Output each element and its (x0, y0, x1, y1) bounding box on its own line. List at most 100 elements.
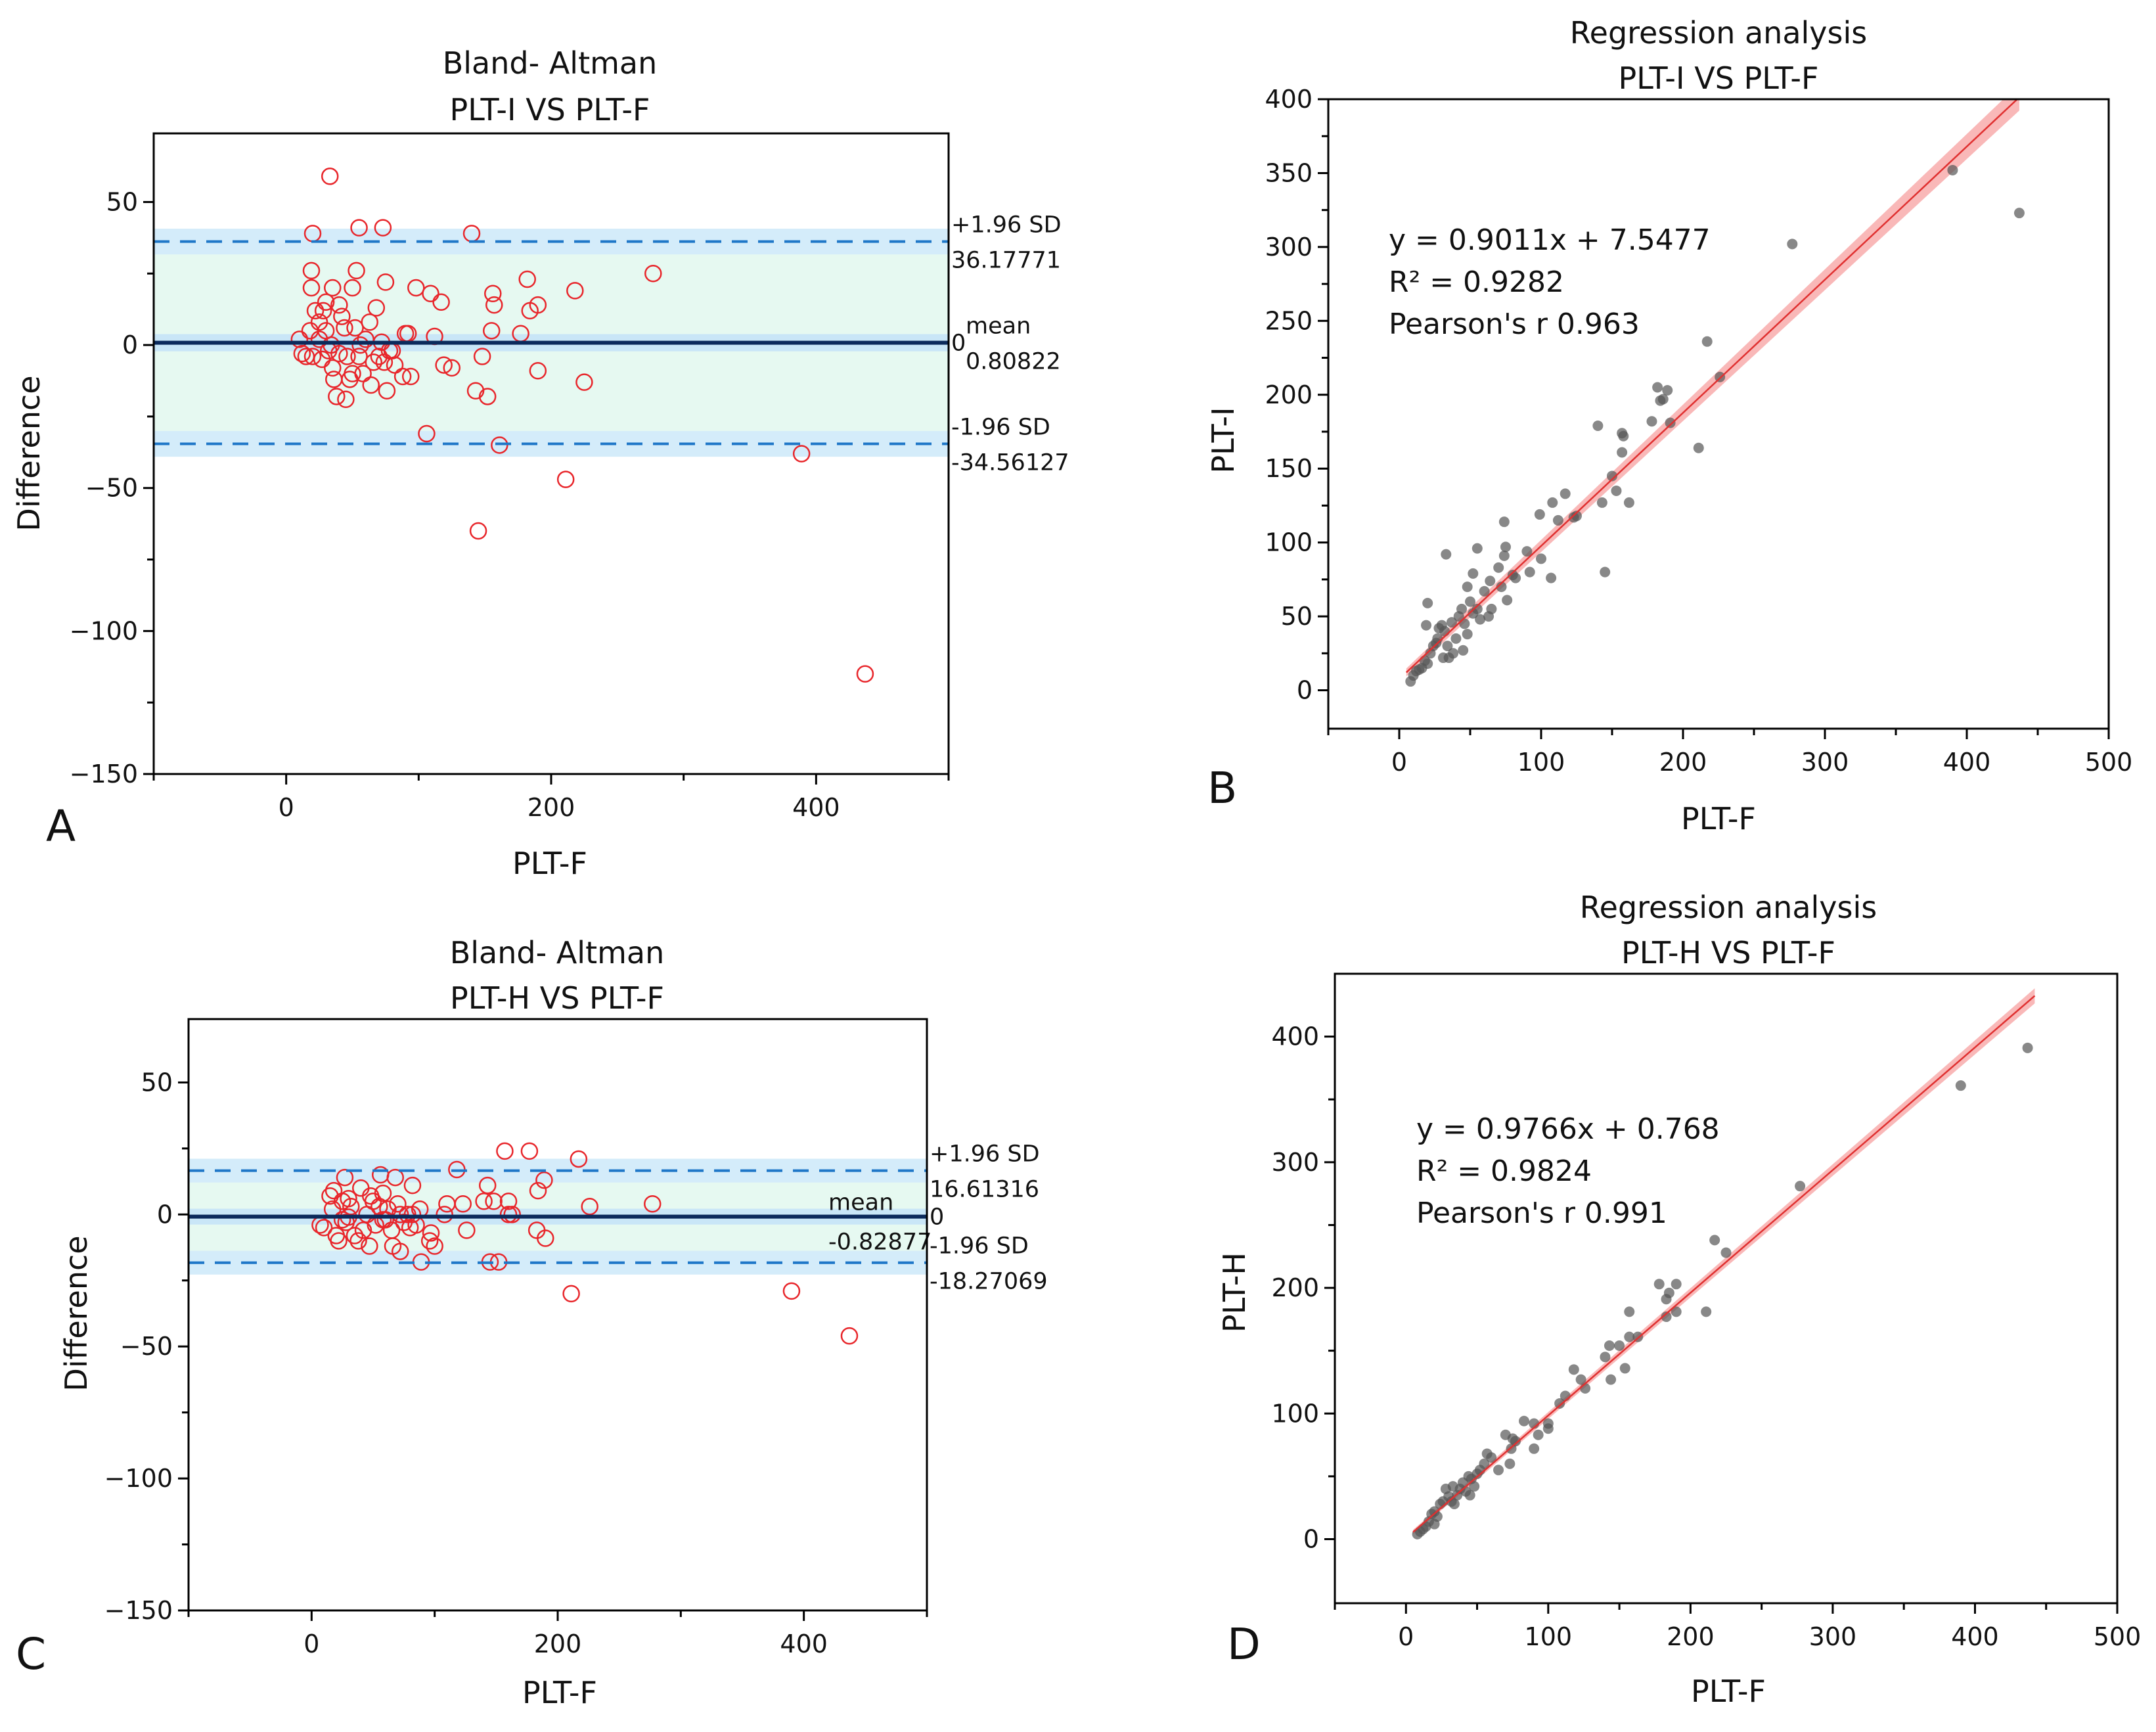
chart-panel-a: Bland- Altman PLT-I VS PLT-F PLT-F Differen… (11, 45, 1069, 881)
data-point (1429, 1518, 1440, 1530)
data-point (1568, 1364, 1579, 1375)
data-point (1422, 658, 1433, 670)
y-tick-label: 100 (1265, 528, 1313, 557)
data-point (403, 1176, 422, 1195)
fit-annotation: y = 0.9011x + 7.5477 (1389, 223, 1711, 257)
data-point (643, 1195, 662, 1213)
data-point (302, 262, 321, 280)
data-point (1469, 1481, 1480, 1492)
data-point (1464, 1490, 1475, 1501)
data-point (458, 1221, 476, 1239)
data-point (1521, 546, 1533, 557)
data-point (1693, 442, 1704, 453)
y-tick-label: 50 (1281, 602, 1313, 631)
data-point (1552, 514, 1563, 526)
confidence-band (1406, 99, 2019, 677)
data-point (1462, 581, 1473, 593)
data-point (361, 1237, 378, 1255)
lower-sd-label: -1.96 SD (930, 1233, 1029, 1260)
chart-title: Bland- Altman (443, 45, 658, 81)
y-tick-label: 50 (141, 1068, 173, 1097)
data-point (1496, 581, 1507, 593)
data-point (418, 424, 436, 443)
y-tick-label: 0 (122, 330, 138, 359)
data-point (1671, 1306, 1682, 1317)
data-point (473, 348, 491, 365)
data-point (1665, 417, 1676, 428)
data-point (321, 168, 339, 185)
data-point (432, 293, 450, 311)
data-point (503, 1206, 521, 1223)
fit-annotation: R² = 0.9824 (1416, 1154, 1592, 1188)
data-point (348, 262, 365, 280)
x-tick-label: 400 (792, 793, 840, 822)
x-tick-label: 0 (279, 793, 294, 822)
plot-frame (1334, 972, 2119, 1605)
data-point (313, 350, 331, 369)
x-axis-label: PLT-F (512, 846, 587, 881)
data-point (290, 330, 309, 348)
data-point (365, 353, 383, 371)
data-point (1560, 488, 1571, 499)
data-point (302, 279, 321, 297)
x-axis-label: PLT-F (1691, 1674, 1766, 1709)
x-tick-label: 100 (1525, 1622, 1573, 1651)
y-tick-label: −50 (120, 1332, 173, 1361)
data-point (1421, 620, 1432, 631)
data-point (1547, 497, 1558, 508)
chart-title: Bland- Altman (450, 935, 665, 970)
x-axis-label: PLT-F (1681, 801, 1756, 836)
lower-sd-label: -1.96 SD (951, 415, 1050, 441)
y-tick-label: 400 (1271, 1022, 1319, 1051)
upper-sd-label: +1.96 SD (951, 212, 1062, 239)
x-tick-label: 200 (1659, 748, 1707, 777)
data-point (466, 382, 485, 399)
data-point (1795, 1181, 1806, 1192)
upper-sd-value: 16.61316 (930, 1177, 1039, 1203)
data-point (562, 1285, 580, 1303)
x-tick-label: 200 (1667, 1622, 1715, 1651)
upper-sd-value: 36.17771 (951, 248, 1061, 274)
data-point (1468, 568, 1479, 579)
data-point (306, 302, 325, 320)
zero-label: 0 (930, 1204, 944, 1231)
data-point (529, 296, 547, 314)
data-point (336, 1168, 354, 1187)
data-point (1471, 603, 1483, 614)
panel-letter: A (46, 801, 76, 852)
y-axis-label: Difference (58, 1235, 94, 1391)
data-point (1604, 1340, 1615, 1352)
y-tick-label: −150 (104, 1596, 173, 1625)
data-point (1611, 485, 1622, 496)
data-point (520, 1142, 539, 1160)
x-tick-label: 300 (1801, 748, 1849, 777)
data-point (1618, 430, 1629, 442)
chart-subtitle: PLT-I VS PLT-F (450, 92, 650, 127)
x-tick-label: 500 (2085, 748, 2133, 777)
data-point (1624, 1306, 1635, 1317)
data-point (1533, 1429, 1544, 1440)
data-point (556, 470, 575, 488)
data-point (325, 1181, 343, 1200)
data-point (389, 1195, 407, 1213)
data-point (566, 282, 584, 300)
data-point (422, 285, 439, 302)
data-point (354, 365, 372, 382)
data-point (436, 1206, 453, 1223)
data-point (1519, 1415, 1530, 1426)
data-point (362, 1187, 380, 1205)
x-tick-label: 0 (1391, 748, 1407, 777)
data-point (391, 1206, 409, 1223)
data-point (1448, 648, 1459, 659)
data-point (478, 1176, 497, 1195)
data-point (1504, 1458, 1516, 1469)
data-point (324, 359, 342, 377)
data-point (840, 1327, 859, 1345)
data-point (435, 356, 453, 374)
data-point (469, 522, 487, 540)
lower-sd-value: -34.56127 (951, 450, 1069, 476)
data-point (1661, 1311, 1672, 1323)
data-point (1646, 416, 1657, 427)
data-point (393, 367, 412, 386)
